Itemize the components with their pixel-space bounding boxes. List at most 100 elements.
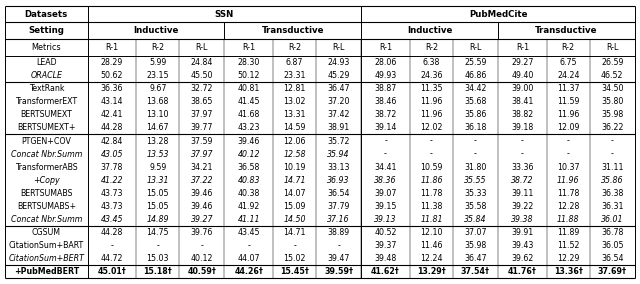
Text: 39.18: 39.18: [511, 124, 534, 132]
Text: 49.93: 49.93: [374, 71, 397, 80]
Text: 40.81: 40.81: [237, 84, 260, 93]
Text: 9.59: 9.59: [149, 163, 166, 172]
Text: 37.16: 37.16: [328, 215, 350, 224]
Text: 36.36: 36.36: [100, 84, 123, 93]
Text: 39.38: 39.38: [511, 215, 534, 224]
Text: 39.22: 39.22: [511, 202, 534, 211]
Text: Datasets: Datasets: [25, 10, 68, 18]
Text: 39.46: 39.46: [191, 189, 213, 198]
Text: 11.52: 11.52: [557, 241, 579, 250]
Text: -: -: [384, 137, 387, 145]
Text: 42.84: 42.84: [100, 137, 123, 145]
Text: 43.45: 43.45: [100, 215, 123, 224]
Text: 36.93: 36.93: [328, 176, 350, 185]
Text: 35.55: 35.55: [464, 176, 486, 185]
Text: 11.59: 11.59: [557, 97, 579, 106]
Text: 6.38: 6.38: [423, 58, 440, 67]
Text: 37.42: 37.42: [328, 110, 350, 119]
Text: 24.93: 24.93: [328, 58, 350, 67]
Text: R-1: R-1: [242, 43, 255, 52]
Text: 40.38: 40.38: [237, 189, 260, 198]
Text: 9.67: 9.67: [149, 84, 166, 93]
Text: 35.86: 35.86: [464, 110, 486, 119]
Text: 12.10: 12.10: [420, 228, 443, 237]
Text: 39.47: 39.47: [328, 254, 350, 263]
Text: 44.26†: 44.26†: [234, 267, 263, 276]
Text: 38.89: 38.89: [328, 228, 349, 237]
Text: -: -: [474, 137, 477, 145]
Text: 12.09: 12.09: [557, 124, 579, 132]
Text: 13.28: 13.28: [147, 137, 169, 145]
Text: 36.47: 36.47: [464, 254, 486, 263]
Text: -: -: [200, 241, 204, 250]
Text: R-1: R-1: [105, 43, 118, 52]
Text: 25.59: 25.59: [464, 58, 486, 67]
Text: 13.53: 13.53: [147, 150, 169, 158]
Text: 39.11: 39.11: [511, 189, 534, 198]
Text: 45.29: 45.29: [328, 71, 350, 80]
Text: 11.96: 11.96: [557, 176, 579, 185]
Text: 31.11: 31.11: [601, 163, 623, 172]
Text: 41.76†: 41.76†: [508, 267, 537, 276]
Text: 23.31: 23.31: [284, 71, 306, 80]
Text: 37.78: 37.78: [100, 163, 123, 172]
Text: 40.12: 40.12: [237, 150, 260, 158]
Text: TransformerABS: TransformerABS: [15, 163, 77, 172]
Text: 10.59: 10.59: [420, 163, 443, 172]
Text: 38.65: 38.65: [191, 97, 213, 106]
Text: 13.02: 13.02: [284, 97, 306, 106]
Text: 13.68: 13.68: [147, 97, 169, 106]
Text: 14.71: 14.71: [284, 228, 306, 237]
Text: 41.45: 41.45: [237, 97, 260, 106]
Text: 39.07: 39.07: [374, 189, 397, 198]
Text: -: -: [156, 241, 159, 250]
Text: 41.11: 41.11: [237, 215, 260, 224]
Text: 43.14: 43.14: [100, 97, 123, 106]
Text: +PubMedBERT: +PubMedBERT: [13, 267, 79, 276]
Text: BERTSUMEXT: BERTSUMEXT: [20, 110, 72, 119]
Text: R-2: R-2: [288, 43, 301, 52]
Text: -: -: [521, 150, 524, 158]
Text: 5.99: 5.99: [149, 58, 166, 67]
Text: 38.46: 38.46: [374, 97, 397, 106]
Text: R-2: R-2: [425, 43, 438, 52]
Text: 45.50: 45.50: [191, 71, 213, 80]
Text: 15.03: 15.03: [147, 254, 169, 263]
Text: 35.84: 35.84: [464, 215, 486, 224]
Text: Transductive: Transductive: [535, 26, 598, 35]
Text: 35.80: 35.80: [601, 97, 623, 106]
Text: 39.59†: 39.59†: [324, 267, 353, 276]
Text: -: -: [293, 241, 296, 250]
Text: 43.73: 43.73: [100, 189, 123, 198]
Text: 45.01†: 45.01†: [97, 267, 126, 276]
Text: 36.31: 36.31: [601, 202, 623, 211]
Text: 37.54†: 37.54†: [461, 267, 490, 276]
Text: 11.86: 11.86: [420, 176, 443, 185]
Text: 37.20: 37.20: [328, 97, 350, 106]
Text: TextRank: TextRank: [29, 84, 64, 93]
Text: 37.22: 37.22: [191, 176, 213, 185]
Text: 41.22: 41.22: [100, 176, 123, 185]
Text: 14.89: 14.89: [147, 215, 169, 224]
Text: 15.18†: 15.18†: [143, 267, 172, 276]
Text: 28.06: 28.06: [374, 58, 397, 67]
Text: 38.72: 38.72: [374, 110, 397, 119]
Text: 38.87: 38.87: [374, 84, 397, 93]
Text: 40.83: 40.83: [237, 176, 260, 185]
Text: 49.40: 49.40: [511, 71, 534, 80]
Text: 11.78: 11.78: [420, 189, 443, 198]
Text: 44.72: 44.72: [100, 254, 123, 263]
Text: 14.07: 14.07: [284, 189, 306, 198]
Text: 38.36: 38.36: [374, 176, 397, 185]
Text: -: -: [384, 150, 387, 158]
Text: 14.71: 14.71: [284, 176, 306, 185]
Text: Setting: Setting: [28, 26, 64, 35]
Text: R-1: R-1: [516, 43, 529, 52]
Text: 10.19: 10.19: [284, 163, 306, 172]
Text: 14.50: 14.50: [284, 215, 306, 224]
Text: 10.37: 10.37: [557, 163, 579, 172]
Text: BERTSUMABS+: BERTSUMABS+: [17, 202, 76, 211]
Text: 36.47: 36.47: [328, 84, 350, 93]
Text: -: -: [111, 241, 113, 250]
Text: 38.91: 38.91: [328, 124, 349, 132]
